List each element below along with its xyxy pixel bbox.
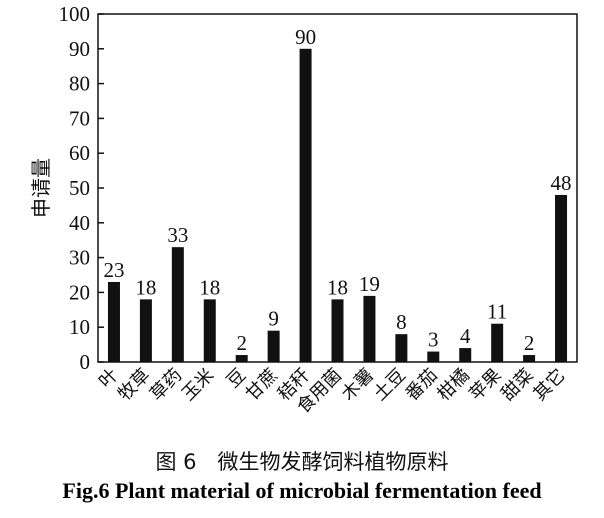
x-tick-label: 柑橘 (433, 365, 473, 405)
bar (299, 48, 312, 363)
y-ticks: 0 10 20 30 40 50 60 70 80 90 100 (59, 2, 104, 374)
x-tick-label: 木薯 (338, 365, 378, 405)
y-tick-label: 60 (69, 141, 90, 165)
bar-value-label: 23 (103, 258, 124, 282)
bar (523, 355, 536, 362)
y-tick-label: 90 (69, 37, 90, 61)
bar-value-label: 3 (428, 328, 439, 352)
bar-value-label: 11 (487, 300, 507, 324)
bar-value-label: 2 (236, 331, 247, 355)
x-tick-label: 其它 (529, 365, 569, 405)
bar (203, 299, 216, 362)
bar (171, 247, 184, 362)
bar (235, 355, 248, 362)
y-tick-label: 70 (69, 106, 90, 130)
x-tick-label: 甘蔗 (242, 365, 282, 405)
bar (427, 351, 440, 362)
bar-value-label: 48 (551, 171, 572, 195)
bar-value-label: 8 (396, 310, 407, 334)
figure-caption-en: Fig.6 Plant material of microbial fermen… (62, 478, 542, 503)
y-tick-label: 100 (59, 2, 91, 26)
bar-value-label: 19 (359, 272, 380, 296)
y-tick-label: 10 (69, 315, 90, 339)
bar-value-label: 9 (268, 307, 279, 331)
bar-value-label: 18 (327, 275, 348, 299)
figure-caption-cn: 图 6 微生物发酵饲料植物原料 (155, 450, 449, 474)
bars (107, 48, 568, 363)
x-tick-label: 番茄 (402, 365, 442, 405)
bar-value-label: 4 (460, 324, 471, 348)
x-tick-label: 土豆 (370, 365, 410, 405)
bar-value-label: 2 (524, 331, 535, 355)
bar (139, 299, 152, 362)
bar-value-label: 90 (295, 25, 316, 49)
x-tick-label: 玉米 (178, 365, 218, 405)
y-tick-label: 20 (69, 280, 90, 304)
x-tick-label: 草药 (146, 365, 186, 405)
bar (267, 330, 280, 362)
x-tick-label: 甜菜 (497, 365, 537, 405)
y-axis-label: 申请量 (29, 158, 53, 218)
bar (331, 299, 344, 362)
bar (459, 348, 472, 362)
bar (363, 295, 376, 362)
bar-value-label: 33 (167, 223, 188, 247)
y-tick-label: 40 (69, 211, 90, 235)
y-tick-label: 50 (69, 176, 90, 200)
bar (491, 323, 504, 362)
y-tick-label: 30 (69, 246, 90, 270)
bar-value-label: 18 (135, 275, 156, 299)
bar (555, 194, 568, 362)
x-tick-label: 苹果 (465, 365, 505, 405)
bar (107, 281, 120, 362)
y-tick-label: 0 (80, 350, 91, 374)
x-tick-label: 牧草 (114, 365, 154, 405)
bar (395, 334, 408, 362)
bar-value-label: 18 (199, 275, 220, 299)
y-tick-label: 80 (69, 72, 90, 96)
